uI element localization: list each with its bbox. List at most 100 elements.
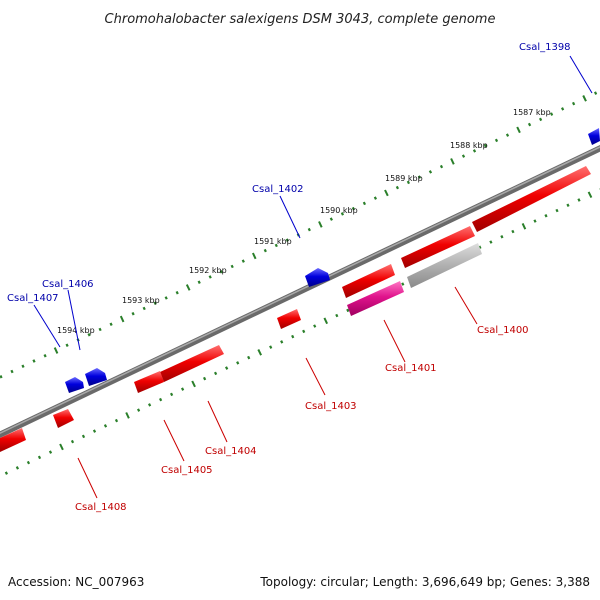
gene-label-csal-1408[interactable]: Csal_1408 <box>75 502 127 513</box>
major-tick <box>450 158 455 165</box>
gene-csal-1405-arrow[interactable] <box>134 371 164 393</box>
connector-csal-1401 <box>383 319 406 363</box>
minor-tick <box>401 282 405 286</box>
minor-tick <box>472 149 477 153</box>
minor-tick <box>335 313 339 318</box>
gene-csal-1403-arrow[interactable] <box>277 309 301 329</box>
minor-tick <box>406 180 410 185</box>
minor-tick <box>561 107 565 111</box>
minor-tick <box>21 364 25 368</box>
minor-tick <box>230 264 234 269</box>
gene-csal-1408-arrow[interactable] <box>53 409 74 428</box>
minor-tick <box>307 227 311 232</box>
minor-tick <box>26 460 31 465</box>
minor-tick <box>225 366 229 370</box>
gene-csal-1400-arrow[interactable] <box>472 166 591 232</box>
minor-tick <box>539 117 543 122</box>
tick-label: 1587 kbp <box>513 108 551 117</box>
gene-edge-fragment[interactable] <box>0 428 26 452</box>
minor-tick <box>131 311 135 316</box>
major-tick <box>521 222 527 230</box>
minor-tick <box>98 327 102 332</box>
minor-tick <box>65 343 69 347</box>
connector-csal-1400 <box>454 286 478 325</box>
minor-tick <box>208 275 212 279</box>
connector-csal-1403 <box>305 357 326 396</box>
minor-tick <box>109 322 113 326</box>
gene-csal-1401-pink-block[interactable] <box>347 281 404 316</box>
gene-csal-1401-arrow[interactable] <box>342 264 395 298</box>
major-tick <box>384 189 389 197</box>
gene-label-csal-1400[interactable]: Csal_1400 <box>477 325 529 336</box>
tick-label: 1590 kbp <box>320 206 358 215</box>
minor-tick <box>313 324 317 328</box>
minor-tick <box>92 429 97 433</box>
minor-tick <box>483 143 488 148</box>
major-tick <box>125 412 130 419</box>
connector-csal-1406 <box>67 289 81 351</box>
minor-tick <box>0 375 3 379</box>
gene-csal-1400-grey-block[interactable] <box>407 243 482 288</box>
minor-tick <box>241 259 245 263</box>
accession-text: Accession: NC_007963 <box>8 575 144 589</box>
minor-tick <box>43 354 47 358</box>
connector-csal-1404 <box>207 400 228 443</box>
minor-tick <box>340 212 344 216</box>
gene-labels: Csal_1398 Csal_1400 Csal_1401 Csal_1402 … <box>7 42 571 513</box>
major-tick <box>59 443 64 451</box>
gene-label-csal-1403[interactable]: Csal_1403 <box>305 401 357 412</box>
minor-tick <box>219 269 223 274</box>
gene-csal-1400b-block[interactable] <box>401 226 475 268</box>
genome-backbone <box>0 145 600 438</box>
minor-tick <box>15 466 19 470</box>
gene-csal-1398-arrow[interactable] <box>588 128 600 145</box>
minor-tick <box>164 296 168 300</box>
minor-tick <box>494 138 499 143</box>
gene-label-csal-1405[interactable]: Csal_1405 <box>161 465 213 476</box>
gene-label-csal-1401[interactable]: Csal_1401 <box>385 363 437 374</box>
minor-tick <box>263 248 267 253</box>
minor-tick <box>153 301 157 305</box>
label-connectors <box>33 55 593 499</box>
minor-tick <box>159 397 163 402</box>
gene-label-csal-1407[interactable]: Csal_1407 <box>7 293 59 304</box>
tick-label: 1589 kbp <box>385 174 423 183</box>
minor-tick <box>329 217 333 221</box>
minor-tick <box>236 361 240 365</box>
minor-tick <box>148 403 152 407</box>
major-tick <box>323 317 329 325</box>
major-tick <box>185 284 191 291</box>
minor-tick <box>572 101 576 106</box>
tick-label: 1591 kbp <box>254 237 292 246</box>
minor-tick <box>373 196 377 200</box>
minor-tick <box>500 235 504 239</box>
minor-tick <box>461 154 466 158</box>
minor-tick <box>87 333 91 337</box>
minor-tick <box>32 359 36 363</box>
gene-label-csal-1402[interactable]: Csal_1402 <box>252 184 304 195</box>
gene-label-csal-1398[interactable]: Csal_1398 <box>519 42 571 53</box>
minor-tick <box>269 345 273 349</box>
minor-tick <box>103 424 108 428</box>
minor-tick <box>577 198 581 202</box>
gene-csal-1404-arrow[interactable] <box>160 345 224 382</box>
connector-csal-1405 <box>163 419 185 462</box>
minor-tick <box>550 112 554 116</box>
gene-csal-1402-arrow[interactable] <box>305 268 330 287</box>
minor-tick <box>478 245 482 250</box>
minor-tick <box>142 306 146 311</box>
gene-csal-1406-arrow[interactable] <box>85 368 107 386</box>
gene-shapes <box>0 128 600 452</box>
minor-tick <box>428 170 433 174</box>
minor-tick <box>70 439 75 444</box>
major-tick <box>53 347 59 354</box>
minor-tick <box>37 455 42 460</box>
minor-tick <box>137 408 141 412</box>
major-tick <box>318 221 323 228</box>
gene-csal-1407-arrow[interactable] <box>65 377 84 393</box>
minor-tick <box>214 371 218 376</box>
gene-label-csal-1406[interactable]: Csal_1406 <box>42 279 94 290</box>
connector-csal-1398 <box>569 55 593 94</box>
gene-label-csal-1404[interactable]: Csal_1404 <box>205 446 257 457</box>
